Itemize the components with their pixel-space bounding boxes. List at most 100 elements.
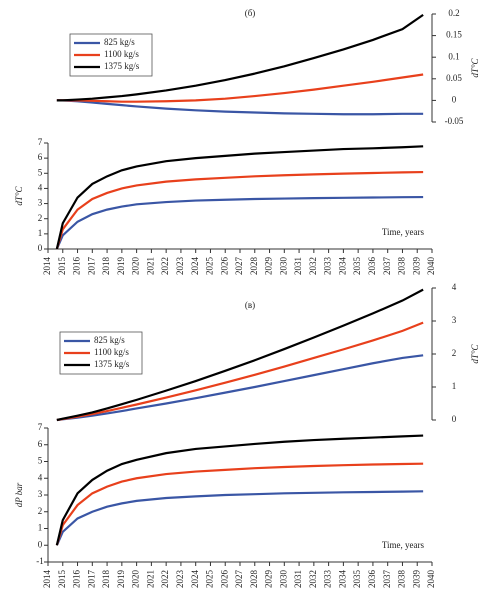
- x-tick-label: 2021: [145, 257, 155, 275]
- x-tick-label: 2016: [72, 257, 82, 276]
- y-tick-label: 3: [452, 315, 457, 325]
- y-axis-label: dT°C: [470, 343, 480, 363]
- legend-label: 1375 kg/s: [104, 61, 140, 71]
- x-tick-label: 2027: [234, 570, 244, 589]
- x-tick-label: 2018: [101, 257, 111, 276]
- x-tick-label: 2015: [57, 570, 67, 589]
- x-tick-label: 2038: [397, 257, 407, 276]
- x-tick-label: 2018: [101, 570, 111, 589]
- y-tick-label: 0.2: [448, 8, 459, 18]
- y-tick-label: 7: [38, 422, 43, 432]
- x-tick-label: 2035: [352, 257, 362, 276]
- y-tick-label: 2: [38, 213, 43, 223]
- y-tick-label: 3: [38, 489, 43, 499]
- x-tick-label: 2019: [116, 570, 126, 589]
- x-tick-label: 2026: [219, 570, 229, 589]
- y-tick-label: 0: [452, 414, 457, 424]
- y-tick-label: 6: [38, 439, 43, 449]
- y-axis-label: dT°C: [470, 57, 480, 77]
- x-tick-label: 2032: [308, 257, 318, 275]
- x-tick-label: 2028: [249, 570, 259, 589]
- x-tick-label: 2040: [426, 570, 436, 589]
- x-tick-label: 2030: [278, 257, 288, 276]
- series-line: [56, 99, 424, 116]
- x-tick-label: 2035: [352, 570, 362, 589]
- legend-label: 1100 kg/s: [104, 49, 139, 59]
- x-tick-label: 2031: [293, 257, 303, 275]
- x-tick-label: 2017: [86, 570, 96, 589]
- series-line: [56, 354, 424, 422]
- legend-label: 1375 kg/s: [94, 359, 130, 369]
- y-tick-label: 2: [38, 506, 43, 516]
- series-line: [56, 288, 424, 422]
- x-tick-label: 2030: [278, 570, 288, 589]
- x-tick-label: 2016: [72, 570, 82, 589]
- panel-title: (б): [245, 8, 256, 18]
- y-tick-label: 3: [38, 198, 43, 208]
- y-tick-label: 0.05: [446, 73, 462, 83]
- x-tick-label: 2038: [397, 570, 407, 589]
- x-tick-label: 2020: [131, 257, 141, 276]
- x-tick-label: 2023: [175, 257, 185, 276]
- x-tick-label: 2022: [160, 570, 170, 588]
- x-tick-label: 2032: [308, 570, 318, 588]
- y-tick-label: 1: [38, 228, 43, 238]
- x-axis-label: Time, years: [382, 227, 425, 237]
- series-line: [56, 321, 424, 422]
- y-tick-label: 0: [38, 539, 43, 549]
- x-tick-label: 2028: [249, 257, 259, 276]
- series-line: [55, 462, 424, 546]
- series-line: [56, 13, 424, 102]
- y-tick-label: 4: [38, 472, 43, 482]
- x-tick-label: 2022: [160, 257, 170, 275]
- y-tick-label: -0.05: [445, 116, 464, 126]
- x-tick-label: 2031: [293, 570, 303, 588]
- x-tick-label: 2024: [190, 257, 200, 276]
- x-tick-label: 2025: [205, 257, 215, 276]
- y-tick-label: 0.15: [446, 30, 462, 40]
- x-tick-label: 2020: [131, 570, 141, 589]
- x-tick-label: 2023: [175, 570, 185, 589]
- x-tick-label: 2019: [116, 257, 126, 276]
- x-tick-label: 2014: [42, 257, 52, 276]
- y-tick-label: -1: [36, 556, 44, 566]
- legend-label: 825 kg/s: [104, 37, 135, 47]
- x-tick-label: 2034: [337, 570, 347, 589]
- x-tick-label: 2029: [264, 257, 274, 276]
- y-tick-label: 6: [38, 152, 43, 162]
- y-tick-label: 5: [38, 167, 43, 177]
- series-line: [55, 490, 424, 546]
- x-tick-label: 2025: [205, 570, 215, 589]
- x-tick-label: 2037: [382, 570, 392, 589]
- series-line: [55, 145, 424, 250]
- x-tick-label: 2040: [426, 257, 436, 276]
- y-tick-label: 0: [38, 243, 43, 253]
- x-tick-label: 2036: [367, 257, 377, 276]
- x-tick-label: 2036: [367, 570, 377, 589]
- x-tick-label: 2015: [57, 257, 67, 276]
- y-tick-label: 0.1: [448, 51, 459, 61]
- legend-box: [69, 33, 153, 77]
- y-tick-label: 1: [38, 523, 43, 533]
- y-tick-label: 2: [452, 348, 457, 358]
- x-tick-label: 2014: [42, 570, 52, 589]
- legend-label: 1100 kg/s: [94, 347, 129, 357]
- x-tick-label: 2037: [382, 257, 392, 276]
- y-tick-label: 7: [38, 137, 43, 147]
- y-tick-label: 4: [38, 182, 43, 192]
- x-tick-label: 2039: [411, 570, 421, 589]
- series-line: [55, 170, 424, 250]
- y-axis-label: dP bar: [14, 482, 24, 507]
- x-tick-label: 2033: [323, 570, 333, 589]
- x-tick-label: 2033: [323, 257, 333, 276]
- x-tick-label: 2039: [411, 257, 421, 276]
- x-tick-label: 2024: [190, 570, 200, 589]
- x-tick-label: 2026: [219, 257, 229, 276]
- series-line: [55, 195, 424, 250]
- legend-label: 825 kg/s: [94, 335, 125, 345]
- y-tick-label: 4: [452, 282, 457, 292]
- x-tick-label: 2029: [264, 570, 274, 589]
- y-tick-label: 5: [38, 456, 43, 466]
- x-tick-label: 2034: [337, 257, 347, 276]
- series-line: [56, 73, 424, 103]
